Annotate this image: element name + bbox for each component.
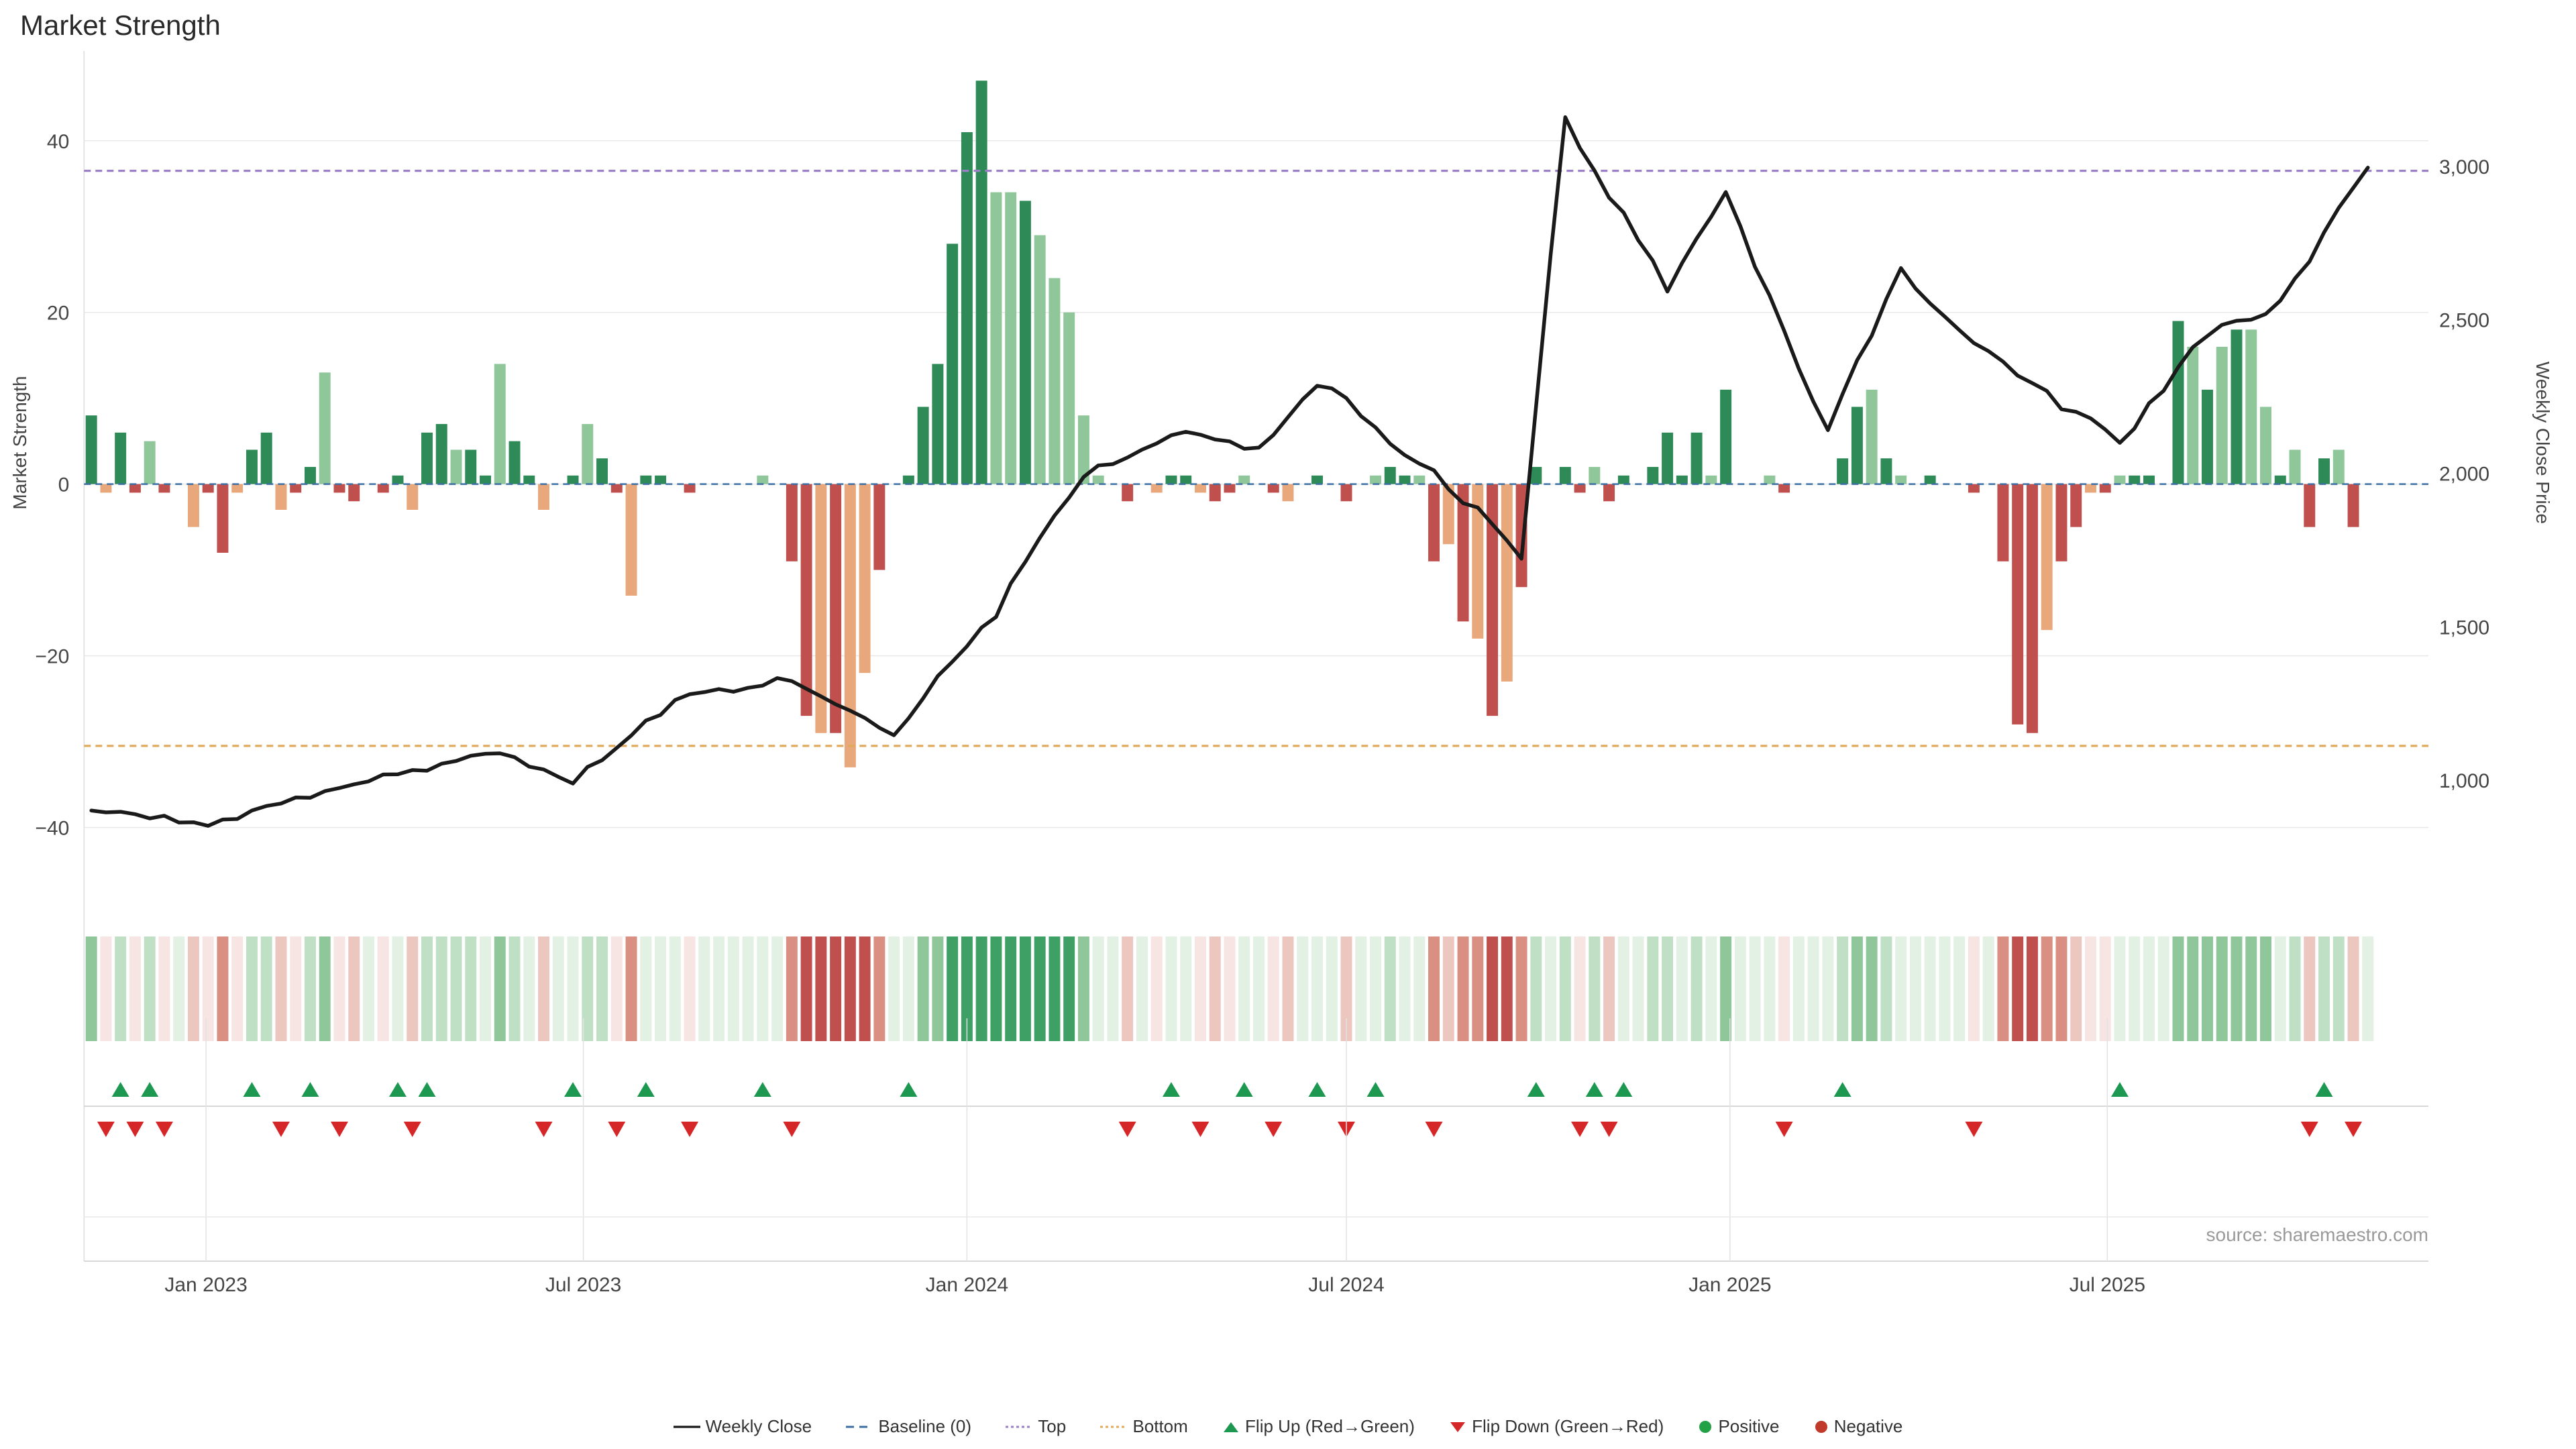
- svg-text:source: sharemaestro.com: source: sharemaestro.com: [2206, 1224, 2428, 1245]
- svg-text:2,000: 2,000: [2439, 464, 2489, 486]
- svg-text:−20: −20: [35, 646, 69, 668]
- svg-text:Jan 2025: Jan 2025: [1688, 1274, 1771, 1296]
- svg-text:1,000: 1,000: [2439, 770, 2489, 792]
- svg-text:3,000: 3,000: [2439, 156, 2489, 178]
- svg-text:20: 20: [47, 303, 69, 325]
- svg-text:40: 40: [47, 131, 69, 153]
- svg-text:Jul 2025: Jul 2025: [2070, 1274, 2145, 1296]
- svg-text:Jan 2024: Jan 2024: [926, 1274, 1008, 1296]
- svg-text:2,500: 2,500: [2439, 310, 2489, 332]
- svg-text:−40: −40: [35, 818, 69, 840]
- svg-text:Jan 2023: Jan 2023: [164, 1274, 247, 1296]
- svg-text:Jul 2024: Jul 2024: [1308, 1274, 1384, 1296]
- svg-text:0: 0: [58, 474, 70, 496]
- svg-text:Jul 2023: Jul 2023: [545, 1274, 621, 1296]
- svg-text:1,500: 1,500: [2439, 616, 2489, 639]
